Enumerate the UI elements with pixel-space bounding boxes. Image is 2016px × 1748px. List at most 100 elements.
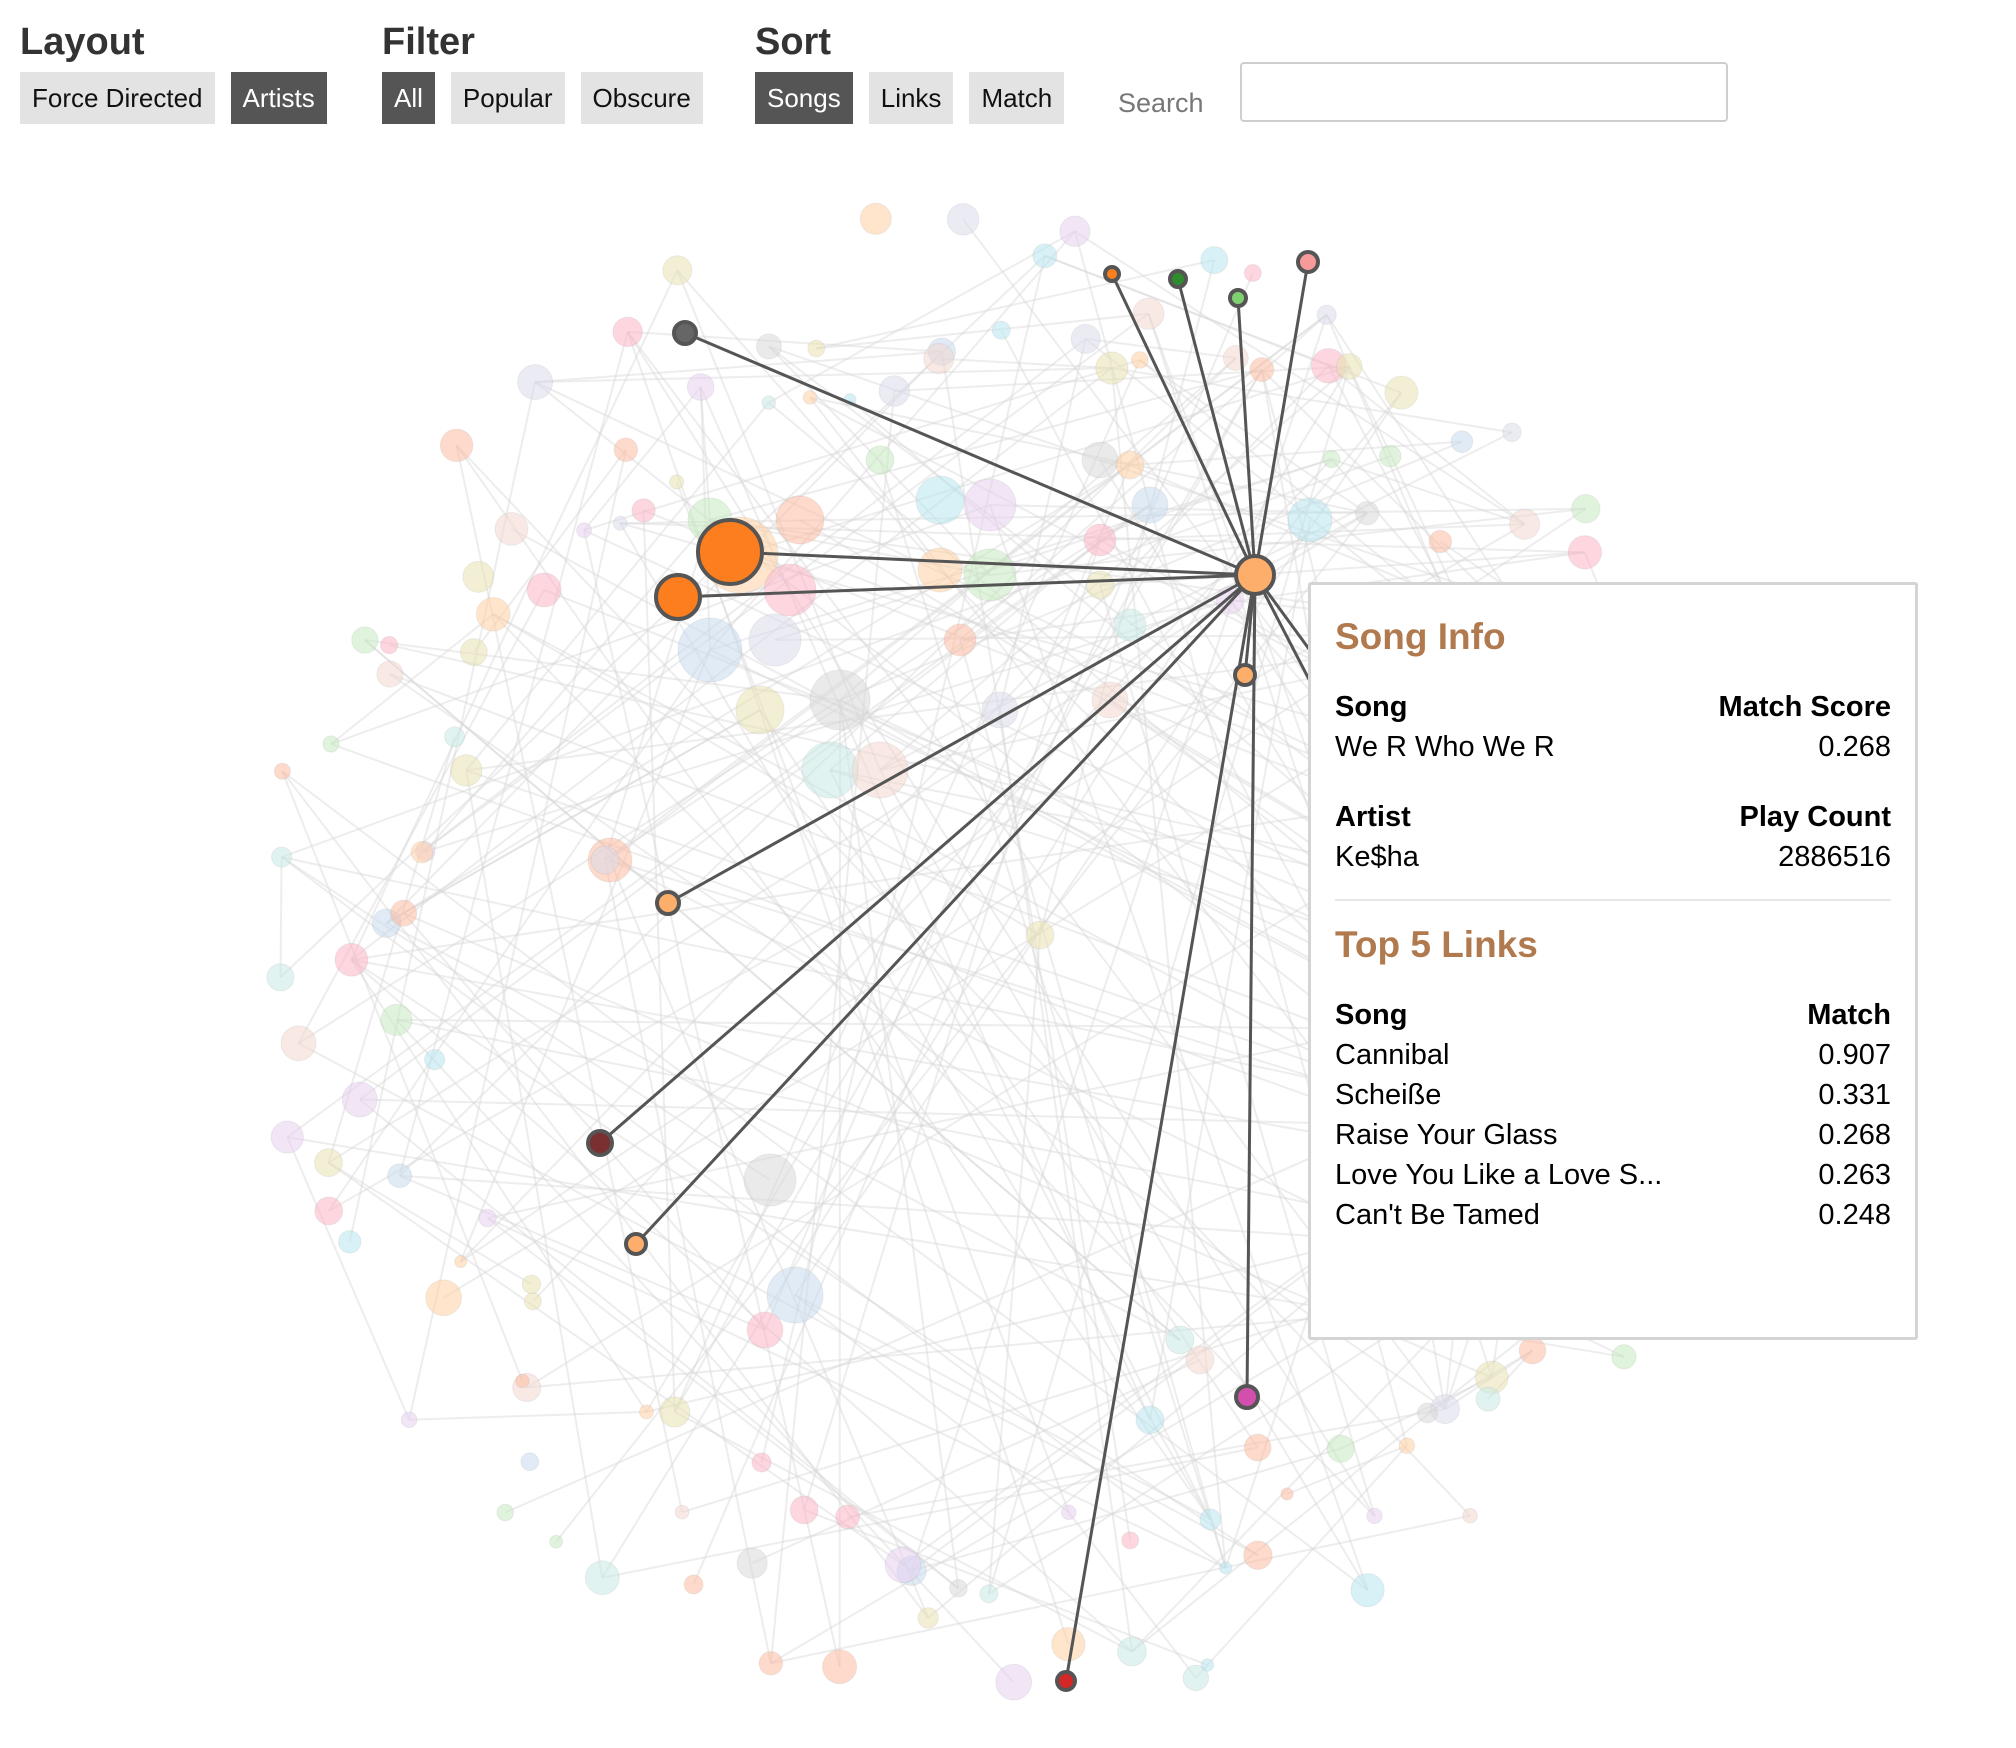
all-button[interactable]: All	[382, 72, 435, 124]
faded-song-node[interactable]	[761, 395, 777, 410]
faded-song-node[interactable]	[459, 638, 488, 667]
faded-song-node[interactable]	[1509, 508, 1541, 540]
faded-song-node[interactable]	[1243, 264, 1262, 282]
faded-song-node[interactable]	[1199, 1508, 1222, 1531]
faded-song-node[interactable]	[1165, 1325, 1195, 1355]
faded-song-node[interactable]	[822, 1649, 858, 1685]
faded-song-node[interactable]	[1611, 1344, 1637, 1370]
faded-song-node[interactable]	[991, 320, 1011, 340]
linked-song-node[interactable]	[1233, 663, 1257, 687]
linked-song-node[interactable]	[1168, 269, 1188, 289]
faded-song-node[interactable]	[449, 754, 483, 787]
faded-song-node[interactable]	[270, 1120, 304, 1154]
faded-song-node[interactable]	[923, 343, 955, 375]
faded-song-node[interactable]	[1051, 1626, 1086, 1662]
faded-song-node[interactable]	[454, 1255, 468, 1269]
faded-song-node[interactable]	[943, 623, 977, 657]
faded-song-node[interactable]	[1249, 357, 1275, 383]
faded-song-node[interactable]	[949, 1578, 968, 1598]
faded-song-node[interactable]	[496, 1503, 515, 1522]
linked-song-node[interactable]	[1296, 250, 1320, 274]
faded-song-node[interactable]	[1130, 351, 1149, 369]
faded-song-node[interactable]	[322, 735, 340, 753]
faded-song-node[interactable]	[380, 1003, 413, 1036]
linked-song-node[interactable]	[672, 320, 698, 346]
faded-song-node[interactable]	[515, 1373, 530, 1389]
force-directed-button[interactable]: Force Directed	[20, 72, 215, 124]
faded-song-node[interactable]	[865, 445, 895, 475]
faded-song-node[interactable]	[1428, 529, 1453, 554]
faded-song-node[interactable]	[1115, 450, 1145, 480]
faded-song-node[interactable]	[1070, 323, 1101, 354]
faded-song-node[interactable]	[1095, 351, 1129, 385]
faded-song-node[interactable]	[1502, 422, 1522, 443]
faded-song-node[interactable]	[1287, 497, 1333, 543]
faded-song-node[interactable]	[273, 762, 291, 780]
popular-button[interactable]: Popular	[450, 72, 565, 124]
faded-song-node[interactable]	[1450, 430, 1474, 454]
faded-song-node[interactable]	[612, 515, 628, 531]
faded-song-node[interactable]	[1326, 1434, 1355, 1463]
faded-song-node[interactable]	[668, 474, 685, 490]
faded-song-node[interactable]	[1354, 500, 1380, 526]
faded-song-node[interactable]	[638, 1404, 654, 1420]
faded-song-node[interactable]	[1081, 441, 1119, 479]
faded-song-node[interactable]	[1032, 243, 1058, 269]
faded-song-node[interactable]	[1219, 1561, 1233, 1575]
artists-button[interactable]: Artists	[230, 72, 327, 124]
faded-song-node[interactable]	[520, 1452, 540, 1472]
faded-song-node[interactable]	[946, 203, 980, 236]
faded-song-node[interactable]	[763, 563, 817, 617]
faded-song-node[interactable]	[995, 1663, 1033, 1701]
faded-song-node[interactable]	[859, 202, 892, 235]
faded-song-node[interactable]	[674, 1504, 690, 1520]
faded-song-node[interactable]	[462, 560, 495, 593]
faded-song-node[interactable]	[1059, 215, 1091, 247]
faded-song-node[interactable]	[425, 1279, 463, 1317]
faded-song-node[interactable]	[631, 498, 656, 523]
faded-song-node[interactable]	[775, 495, 825, 545]
faded-song-node[interactable]	[758, 1650, 784, 1676]
faded-song-node[interactable]	[801, 741, 859, 799]
faded-song-node[interactable]	[410, 840, 434, 864]
faded-song-node[interactable]	[314, 1148, 344, 1178]
faded-song-node[interactable]	[884, 1546, 922, 1584]
faded-song-node[interactable]	[1322, 450, 1341, 469]
linked-song-node[interactable]	[1234, 1384, 1260, 1410]
faded-song-node[interactable]	[755, 333, 783, 360]
faded-song-node[interactable]	[1060, 1504, 1077, 1521]
faded-song-node[interactable]	[979, 1584, 999, 1604]
faded-song-node[interactable]	[746, 1311, 784, 1349]
selected-song-node[interactable]	[1234, 554, 1276, 596]
faded-song-node[interactable]	[963, 478, 1017, 532]
faded-song-node[interactable]	[612, 316, 643, 348]
faded-song-node[interactable]	[424, 1049, 446, 1071]
faded-song-node[interactable]	[351, 626, 379, 654]
faded-song-node[interactable]	[915, 475, 965, 525]
faded-song-node[interactable]	[1025, 920, 1055, 950]
faded-song-node[interactable]	[613, 437, 639, 463]
faded-song-node[interactable]	[766, 1266, 824, 1324]
faded-song-node[interactable]	[1475, 1386, 1501, 1412]
faded-song-node[interactable]	[878, 375, 911, 407]
faded-song-node[interactable]	[1571, 494, 1601, 524]
faded-song-node[interactable]	[809, 669, 871, 731]
search-input[interactable]	[1240, 62, 1728, 122]
faded-song-node[interactable]	[1085, 570, 1115, 600]
faded-song-node[interactable]	[659, 1396, 691, 1428]
faded-song-node[interactable]	[475, 596, 511, 632]
faded-song-node[interactable]	[1518, 1336, 1547, 1365]
faded-song-node[interactable]	[1135, 1405, 1165, 1435]
faded-song-node[interactable]	[1200, 1658, 1215, 1672]
faded-song-node[interactable]	[523, 1292, 542, 1311]
songs-button[interactable]: Songs	[755, 72, 853, 124]
faded-song-node[interactable]	[387, 1163, 413, 1189]
faded-song-node[interactable]	[494, 512, 529, 546]
faded-song-node[interactable]	[851, 741, 909, 799]
faded-song-node[interactable]	[743, 1153, 797, 1207]
faded-song-node[interactable]	[444, 726, 466, 748]
faded-song-node[interactable]	[1350, 1572, 1385, 1608]
faded-song-node[interactable]	[1113, 608, 1147, 642]
linked-song-node[interactable]	[655, 890, 681, 916]
faded-song-node[interactable]	[576, 522, 593, 539]
